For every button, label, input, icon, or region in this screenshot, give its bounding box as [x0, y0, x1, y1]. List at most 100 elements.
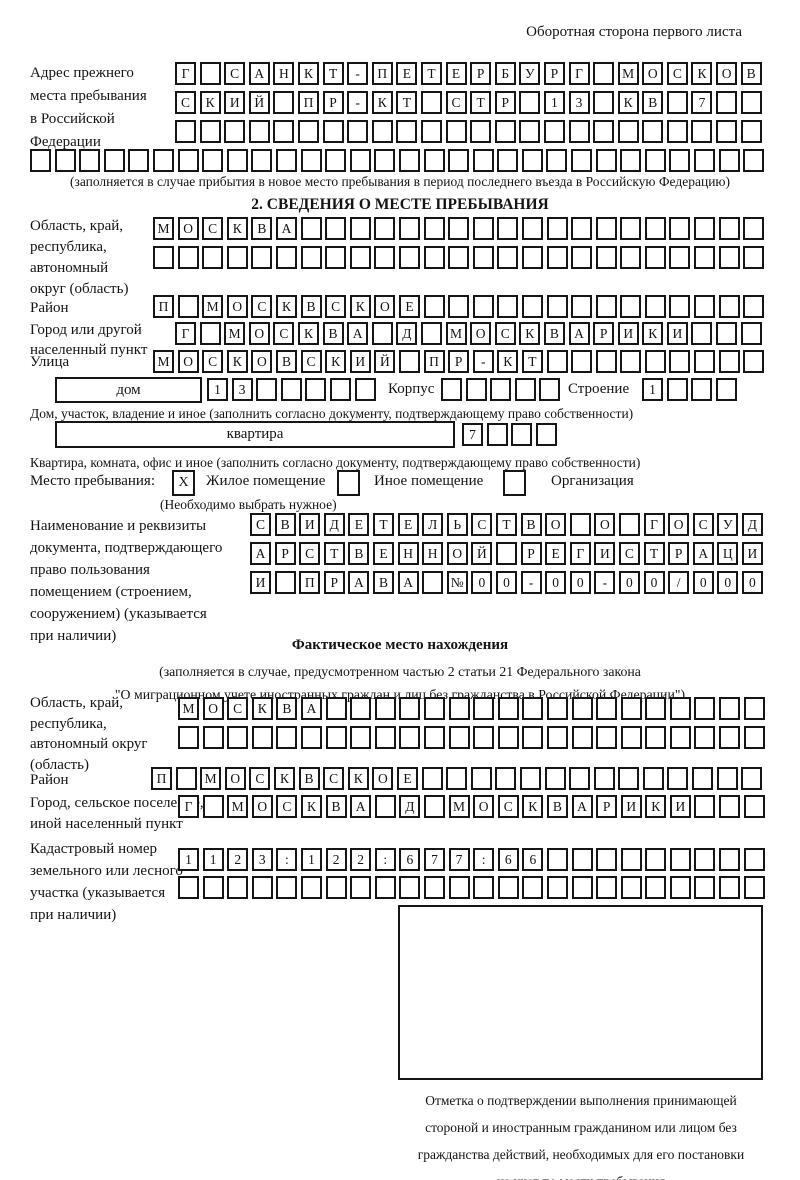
char-box: А: [397, 571, 419, 594]
char-box: [497, 246, 519, 269]
char-box: [423, 726, 445, 749]
char-box: А: [571, 795, 593, 818]
char-box: [642, 120, 664, 143]
char-box: [543, 120, 565, 143]
char-box: [202, 876, 224, 899]
char-box: [716, 322, 738, 345]
fakt-oblast-row-2: [178, 726, 765, 749]
char-box: У: [717, 513, 739, 536]
char-box: 1: [207, 378, 228, 401]
char-box: [593, 120, 615, 143]
char-box: [497, 217, 519, 240]
char-box: В: [274, 513, 296, 536]
char-box: [694, 726, 716, 749]
char-box: В: [298, 767, 320, 790]
char-box: [539, 378, 561, 401]
char-box: [618, 513, 640, 536]
char-box: [251, 246, 273, 269]
char-box: 2: [325, 848, 347, 871]
char-box: [399, 697, 421, 720]
char-box: [669, 350, 691, 373]
char-box: [329, 378, 351, 401]
char-box: [79, 149, 101, 172]
char-box: [645, 726, 667, 749]
char-box: [423, 149, 445, 172]
char-box: В: [642, 91, 664, 114]
char-box: И: [617, 322, 639, 345]
char-box: [743, 726, 765, 749]
char-box: [571, 246, 593, 269]
char-box: [743, 350, 765, 373]
char-box: П: [371, 62, 393, 85]
char-box: [325, 217, 347, 240]
char-box: [719, 795, 741, 818]
char-box: Т: [372, 513, 394, 536]
char-box: О: [668, 513, 690, 536]
char-box: [280, 378, 302, 401]
char-box: [276, 726, 298, 749]
stamp-note: Отметка о подтверждении выполнения прини…: [417, 1093, 745, 1180]
char-box: [716, 120, 738, 143]
char-box: [349, 149, 371, 172]
char-box: [669, 246, 691, 269]
char-box: [227, 726, 249, 749]
char-box: [396, 120, 418, 143]
char-box: О: [177, 217, 199, 240]
char-box: Н: [273, 62, 295, 85]
char-box: [669, 726, 691, 749]
char-box: [497, 149, 519, 172]
char-box: В: [251, 217, 273, 240]
char-box: Т: [643, 542, 665, 565]
char-box: [495, 542, 517, 565]
checkbox-zhiloe: X: [172, 470, 195, 496]
char-box: [448, 217, 470, 240]
char-box: [374, 876, 396, 899]
char-box: [718, 149, 740, 172]
char-box: Р: [323, 571, 345, 594]
char-box: Г: [175, 62, 196, 85]
prev-address-row-3: [175, 120, 762, 143]
char-box: [719, 848, 741, 871]
char-box: [620, 149, 642, 172]
char-box: 0: [692, 571, 714, 594]
char-box: И: [349, 350, 371, 373]
fakt-raion-label: Район: [30, 772, 69, 788]
char-box: [571, 726, 593, 749]
char-box: [420, 322, 442, 345]
char-box: А: [275, 217, 297, 240]
char-box: Р: [322, 91, 344, 114]
char-box: Г: [175, 322, 196, 345]
char-box: [644, 295, 666, 318]
char-box: [202, 795, 224, 818]
char-box: П: [297, 91, 319, 114]
char-box: [618, 767, 640, 790]
char-box: [521, 149, 543, 172]
char-box: [448, 295, 470, 318]
char-box: [719, 876, 741, 899]
char-box: О: [374, 295, 396, 318]
fakt-title: Фактическое место нахождения: [291, 637, 509, 653]
char-box: О: [716, 62, 738, 85]
char-box: [511, 423, 533, 446]
char-box: С: [273, 322, 295, 345]
char-box: В: [325, 795, 347, 818]
char-box: М: [227, 795, 249, 818]
char-box: Й: [471, 542, 493, 565]
char-box: В: [740, 62, 762, 85]
char-box: [571, 876, 593, 899]
char-box: [743, 246, 765, 269]
char-box: П: [299, 571, 321, 594]
char-box: 1: [543, 91, 565, 114]
char-box: [325, 876, 347, 899]
char-box: [743, 848, 765, 871]
char-box: [669, 876, 691, 899]
char-box: [448, 876, 470, 899]
char-box: В: [348, 542, 370, 565]
ulitsa-label: Улица: [30, 354, 70, 370]
char-box: С: [325, 295, 347, 318]
char-box: 7: [691, 91, 713, 114]
